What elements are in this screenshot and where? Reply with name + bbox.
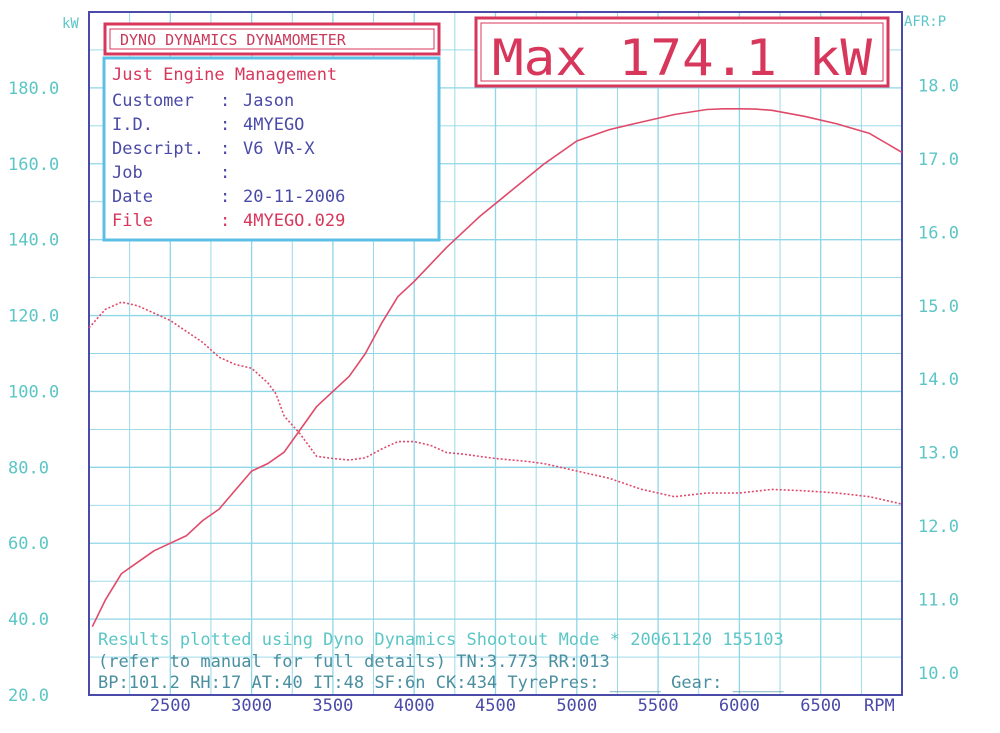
left-axis-ticks: 20.0 40.0 60.0 80.0 100.0 120.0 140.0 160.0 180.… [8, 79, 59, 706]
x-axis-tick-label: 3000 [231, 696, 272, 716]
power-series-line [91, 108, 903, 628]
right-axis-tick-label: 12.0 [918, 517, 959, 537]
info-label: I.D. [112, 115, 153, 135]
max-power-label: Max 174.1 kW [492, 29, 873, 87]
left-axis-unit: kW [62, 16, 79, 32]
max-power-inner-border [480, 22, 884, 82]
info-label: Date [112, 187, 153, 207]
x-axis-tick-label: 4000 [394, 696, 435, 716]
footer-line-3: BP:101.2 RH:17 AT:40 IT:48 SF:6n CK:434 … [98, 673, 785, 693]
info-value: V6 VR-X [243, 139, 315, 159]
left-axis-tick-label: 180.0 [8, 79, 59, 99]
left-axis-tick-label: 60.0 [8, 534, 49, 554]
right-axis-tick-label: 18.0 [918, 76, 959, 96]
x-axis-tick-label: 2500 [150, 696, 191, 716]
x-axis-tick-label: 5500 [638, 696, 679, 716]
info-value: 20-11-2006 [243, 187, 345, 207]
x-axis-tick-label: 6500 [800, 696, 841, 716]
header-title: DYNO DYNAMICS DYNAMOMETER [120, 31, 347, 49]
left-axis-tick-label: 80.0 [8, 458, 49, 478]
footer-line-2: (refer to manual for full details) TN:3.… [98, 652, 610, 672]
max-power-box [474, 16, 890, 88]
footer-line-1: Results plotted using Dyno Dynamics Shoo… [98, 630, 784, 650]
x-axis-unit: RPM [864, 696, 895, 716]
left-axis-tick-label: 120.0 [8, 307, 59, 327]
header-title-inner-border [109, 28, 435, 50]
info-separator: : [220, 163, 230, 183]
right-axis-tick-label: 16.0 [918, 223, 959, 243]
right-axis-tick-label: 14.0 [918, 370, 959, 390]
left-axis-tick-label: 40.0 [8, 610, 49, 630]
info-label: Customer [112, 91, 194, 111]
info-separator: : [220, 139, 230, 159]
info-separator: : [220, 211, 230, 231]
right-axis-tick-label: 13.0 [918, 444, 959, 464]
right-axis-tick-label: 15.0 [918, 297, 959, 317]
info-label: File [112, 211, 153, 231]
right-axis-tick-label: 17.0 [918, 150, 959, 170]
info-separator: : [220, 91, 230, 111]
left-axis-tick-label: 100.0 [8, 382, 59, 402]
info-separator: : [220, 187, 230, 207]
info-separator: : [220, 115, 230, 135]
right-axis-unit: AFR:P [904, 14, 946, 30]
right-axis-tick-label: 10.0 [918, 664, 959, 684]
x-axis-tick-label: 5000 [556, 696, 597, 716]
info-label: Job [112, 163, 143, 183]
info-company: Just Engine Management [112, 65, 337, 85]
left-axis-tick-label: 20.0 [8, 686, 49, 706]
right-axis-tick-label: 11.0 [918, 591, 959, 611]
right-axis-ticks: 10.0 11.0 12.0 13.0 14.0 15.0 16.0 17.0 18.0 [918, 76, 959, 684]
x-axis-tick-label: 6000 [719, 696, 760, 716]
info-value: Jason [243, 91, 294, 111]
x-axis-tick-label: 4500 [475, 696, 516, 716]
series-group [88, 108, 903, 628]
info-value: 4MYEGO.029 [243, 211, 345, 231]
plot-frame [88, 11, 903, 696]
left-axis-tick-label: 160.0 [8, 155, 59, 175]
left-axis-tick-label: 140.0 [8, 231, 59, 251]
info-value: 4MYEGO [243, 115, 304, 135]
x-axis-ticks: 2500 3000 3500 4000 4500 5000 5500 6000 6500 [150, 696, 841, 716]
info-box [102, 56, 441, 242]
x-axis-tick-label: 3500 [312, 696, 353, 716]
info-label: Descript. [112, 139, 204, 159]
